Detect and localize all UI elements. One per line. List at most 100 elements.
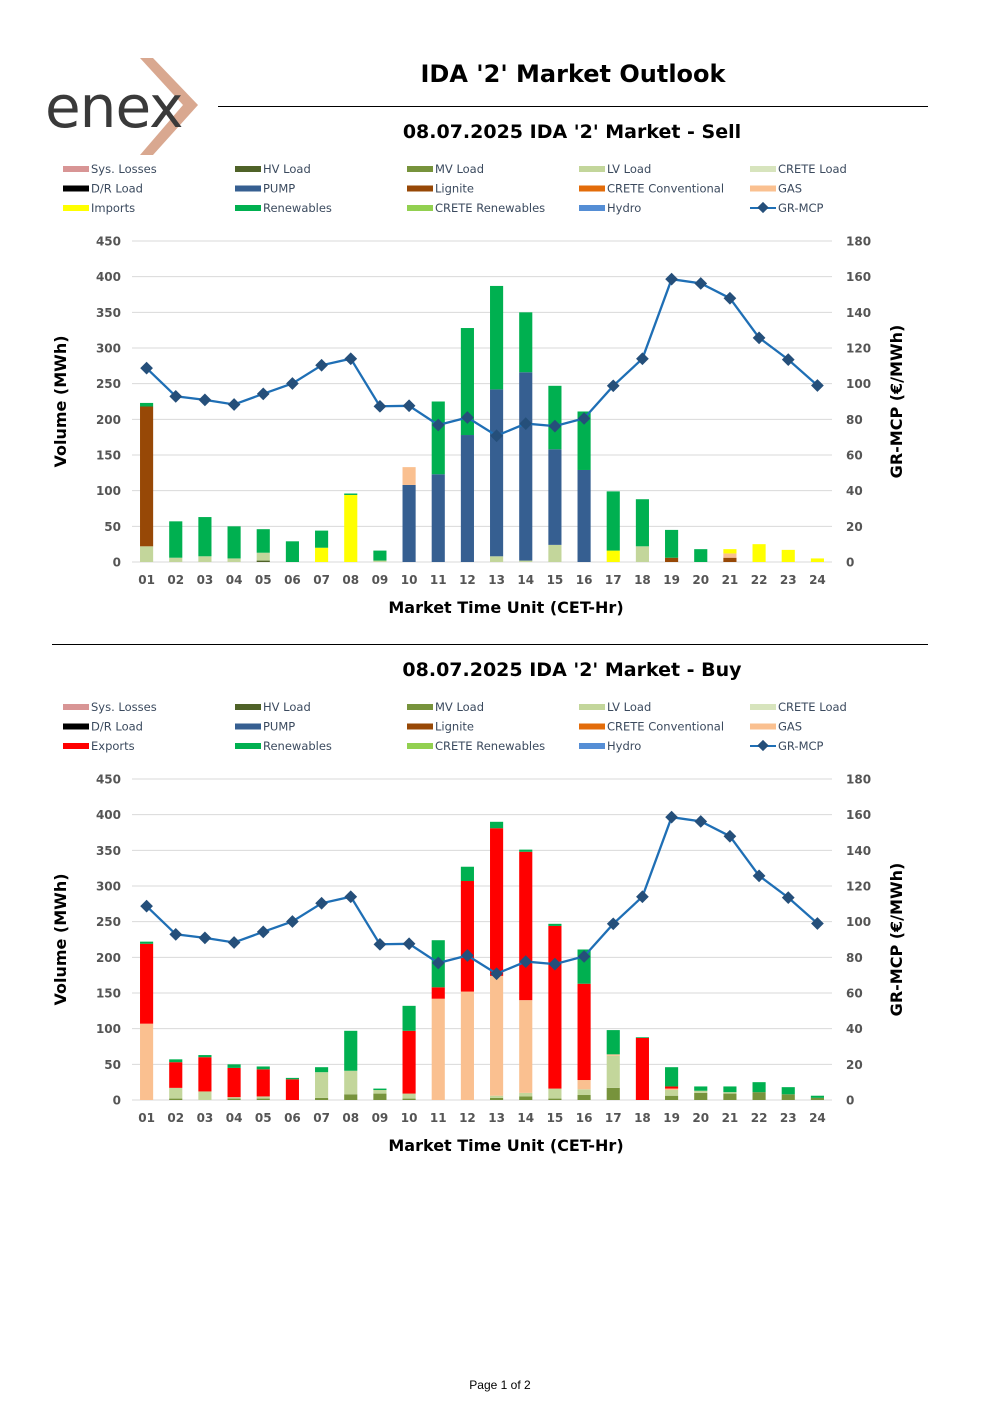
- y2-tick-label: 80: [846, 951, 863, 965]
- x-tick-label: 06: [284, 1111, 301, 1125]
- bar-segment: [635, 546, 649, 562]
- mcp-point: [286, 377, 299, 390]
- bar-segment: [431, 987, 445, 999]
- bar-segment: [723, 1086, 737, 1093]
- bar-segment: [169, 557, 183, 562]
- legend-item: D/R Load: [63, 182, 143, 196]
- bar-segment: [256, 529, 270, 553]
- x-tick-label: 24: [809, 1111, 826, 1125]
- mcp-point: [665, 810, 678, 824]
- bar-segment: [548, 925, 562, 1089]
- x-tick-label: 14: [517, 1111, 534, 1125]
- y-tick-label: 50: [104, 1058, 121, 1072]
- x-tick-label: 09: [372, 1111, 389, 1125]
- mcp-line: [145, 815, 819, 975]
- x-tick-label: 10: [401, 573, 418, 587]
- bar-segment: [169, 1062, 183, 1088]
- legend-item: GR-MCP: [750, 201, 824, 215]
- bar-segment: [315, 530, 329, 548]
- mcp-point: [490, 429, 503, 443]
- bar-segment: [490, 821, 504, 829]
- mcp-point: [373, 937, 387, 951]
- legend-item: CRETE Conventional: [579, 182, 724, 196]
- bar-segment: [665, 1095, 679, 1100]
- mcp-point: [402, 399, 416, 413]
- chart1-x-axis-title: Market Time Unit (CET-Hr): [388, 1136, 623, 1155]
- bar-segment: [577, 1080, 591, 1090]
- bar-segment: [285, 1077, 299, 1080]
- mcp-point: [315, 896, 328, 910]
- legend-label: Exports: [91, 739, 135, 753]
- legend-swatch: [579, 704, 605, 710]
- legend-swatch: [579, 205, 605, 211]
- bar-segment: [781, 1094, 795, 1100]
- chart0-title: 08.07.2025 IDA '2' Market - Sell: [403, 121, 741, 143]
- y-tick-label: 100: [96, 1022, 121, 1036]
- bar-segment: [635, 1037, 649, 1100]
- y-tick-label: 350: [96, 844, 121, 858]
- bar-segment: [606, 1054, 620, 1056]
- legend-swatch: [407, 723, 433, 730]
- legend-item: CRETE Load: [750, 162, 847, 176]
- legend-label: Renewables: [263, 201, 332, 215]
- mcp-point: [227, 936, 241, 949]
- legend-item: GAS: [750, 720, 802, 734]
- legend-swatch: [750, 185, 776, 192]
- bar-segment: [373, 1093, 387, 1100]
- mcp-point: [694, 277, 708, 290]
- bar-segment: [140, 406, 154, 547]
- bar-segment: [256, 1098, 270, 1100]
- bar-segment: [227, 1067, 241, 1098]
- bar-segment: [490, 1097, 504, 1100]
- y2-tick-label: 160: [846, 808, 871, 822]
- legend-item: LV Load: [579, 162, 651, 176]
- x-tick-label: 10: [401, 1111, 418, 1125]
- legend-label: CRETE Load: [778, 700, 847, 714]
- x-tick-label: 19: [663, 573, 680, 587]
- x-tick-label: 19: [663, 1111, 680, 1125]
- mcp-line: [145, 277, 819, 437]
- legend-item: CRETE Load: [750, 700, 847, 714]
- bar-segment: [519, 849, 533, 852]
- y2-tick-label: 120: [846, 342, 871, 356]
- bar-segment: [635, 1037, 649, 1038]
- bar-segment: [344, 1094, 358, 1100]
- bar-segment: [169, 1087, 183, 1099]
- mcp-point: [198, 931, 212, 945]
- x-tick-label: 23: [780, 573, 797, 587]
- x-tick-label: 01: [138, 573, 155, 587]
- legend-swatch: [750, 704, 776, 710]
- y2-tick-label: 180: [846, 773, 871, 787]
- bar-segment: [460, 866, 474, 882]
- mcp-point: [344, 352, 358, 366]
- legend-swatch: [235, 723, 261, 730]
- bar-segment: [577, 1095, 591, 1100]
- legend-item: PUMP: [235, 182, 295, 196]
- bar-segment: [665, 1067, 679, 1087]
- y-tick-label: 250: [96, 915, 121, 929]
- x-tick-label: 07: [313, 573, 330, 587]
- x-tick-label: 18: [634, 573, 651, 587]
- x-tick-label: 16: [576, 1111, 593, 1125]
- chart1-y-axis-title: Volume (MWh): [51, 873, 70, 1005]
- x-tick-label: 15: [547, 1111, 564, 1125]
- mcp-point: [373, 399, 387, 413]
- bar-segment: [519, 1096, 533, 1100]
- y-tick-label: 0: [113, 556, 121, 570]
- legend-swatch: [235, 166, 261, 172]
- mcp-point: [256, 387, 270, 401]
- bar-segment: [665, 1086, 679, 1089]
- legend-label: Hydro: [607, 201, 641, 215]
- mcp-point: [140, 361, 153, 375]
- legend-item: MV Load: [407, 162, 484, 176]
- bar-segment: [402, 1098, 416, 1100]
- x-tick-label: 05: [255, 573, 272, 587]
- legend-swatch: [750, 723, 776, 730]
- bar-segment: [665, 1088, 679, 1091]
- x-tick-label: 21: [722, 573, 739, 587]
- title-divider: [218, 106, 928, 107]
- x-tick-label: 23: [780, 1111, 797, 1125]
- x-tick-label: 16: [576, 573, 593, 587]
- x-tick-label: 24: [809, 573, 826, 587]
- y-tick-label: 150: [96, 987, 121, 1001]
